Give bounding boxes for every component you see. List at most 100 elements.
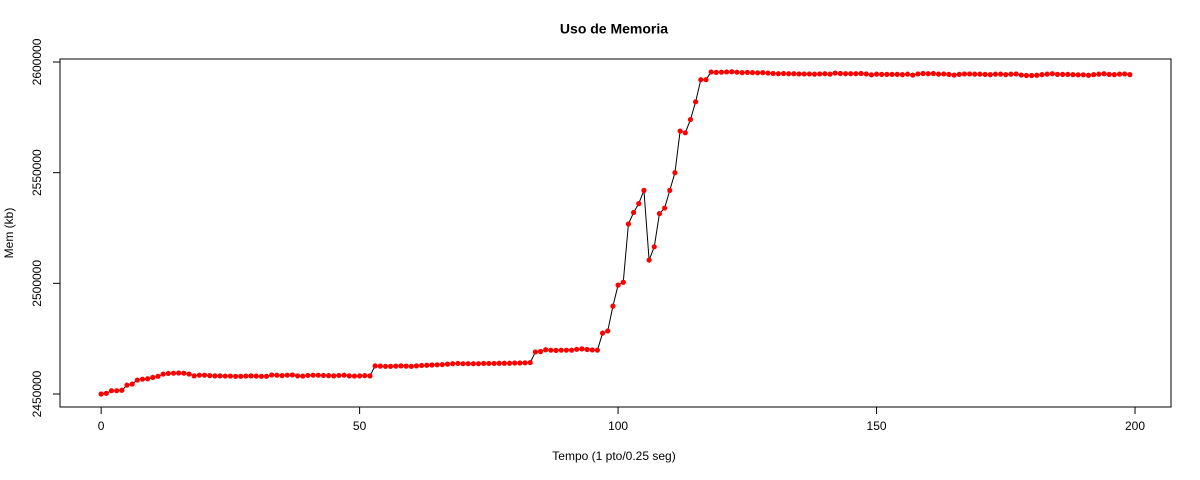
- data-point: [775, 71, 781, 77]
- data-point: [1013, 71, 1019, 77]
- data-point: [543, 347, 549, 353]
- data-point: [351, 373, 358, 379]
- data-point: [884, 71, 890, 77]
- data-point: [842, 71, 849, 77]
- data-point: [170, 370, 177, 376]
- data-point: [786, 71, 792, 77]
- chart-title: Uso de Memoria: [560, 21, 668, 37]
- x-tick-label: 150: [867, 419, 887, 433]
- data-point: [284, 372, 290, 378]
- data-point: [155, 373, 161, 379]
- data-point: [496, 360, 502, 366]
- data-point: [98, 391, 104, 397]
- data-point: [848, 71, 854, 77]
- data-point: [568, 347, 575, 353]
- y-tick-label: 2550000: [30, 149, 44, 196]
- data-point: [129, 381, 135, 387]
- data-point: [667, 187, 673, 193]
- data-point: [589, 347, 595, 353]
- data-point: [910, 72, 916, 78]
- data-point: [532, 349, 538, 355]
- data-point: [827, 71, 833, 77]
- data-point: [512, 360, 518, 366]
- data-point: [450, 361, 456, 367]
- data-point: [930, 70, 937, 77]
- data-point: [620, 279, 626, 285]
- data-point: [925, 71, 931, 77]
- data-point: [269, 372, 275, 378]
- data-point: [718, 69, 725, 75]
- data-point: [941, 71, 947, 77]
- data-point: [1029, 72, 1035, 79]
- data-point: [889, 71, 895, 77]
- data-point: [708, 69, 714, 75]
- data-point: [362, 373, 368, 379]
- data-point: [770, 70, 776, 77]
- data-point: [1075, 72, 1081, 78]
- data-point: [150, 374, 156, 381]
- data-point: [145, 376, 151, 382]
- data-point: [946, 71, 952, 77]
- data-point: [863, 71, 869, 77]
- data-point: [894, 71, 900, 77]
- data-point: [186, 371, 192, 377]
- data-point: [222, 373, 228, 379]
- data-point: [817, 71, 823, 77]
- data-point: [904, 71, 911, 77]
- data-point: [734, 69, 740, 75]
- data-point: [103, 390, 109, 396]
- data-point: [1101, 71, 1107, 77]
- y-axis-label: Mem (kb): [2, 208, 16, 259]
- data-point: [160, 371, 166, 377]
- data-point: [289, 372, 296, 378]
- data-point: [625, 221, 632, 227]
- data-point: [1111, 72, 1117, 78]
- data-point: [341, 372, 347, 378]
- data-point: [1003, 72, 1009, 78]
- y-tick-label: 2600000: [30, 38, 44, 85]
- data-point: [698, 77, 704, 83]
- data-point: [274, 372, 280, 378]
- data-point: [724, 69, 730, 75]
- data-point: [780, 70, 787, 77]
- data-point: [594, 347, 601, 353]
- data-point: [806, 71, 812, 77]
- data-point: [1008, 71, 1014, 77]
- data-point: [408, 363, 414, 369]
- data-point: [630, 209, 637, 216]
- data-point: [558, 347, 564, 353]
- data-point: [563, 347, 569, 353]
- data-point: [1023, 72, 1030, 79]
- data-point: [207, 373, 213, 379]
- data-point: [672, 170, 678, 176]
- data-point: [444, 361, 451, 367]
- data-point: [961, 71, 968, 77]
- data-point: [294, 373, 301, 379]
- data-point: [527, 359, 533, 366]
- data-point: [388, 363, 394, 369]
- data-point: [212, 373, 218, 379]
- data-point: [1116, 71, 1123, 77]
- data-point: [424, 362, 430, 368]
- data-point: [729, 69, 735, 75]
- data-point: [651, 244, 657, 250]
- data-point: [481, 360, 487, 367]
- x-tick-label: 100: [608, 419, 628, 433]
- data-point: [434, 362, 440, 368]
- plot-frame: [59, 58, 1172, 408]
- data-point: [677, 128, 683, 134]
- data-point: [119, 387, 125, 393]
- data-point: [915, 71, 921, 77]
- data-point: [1039, 72, 1045, 78]
- data-point: [537, 348, 544, 355]
- data-point: [646, 257, 652, 263]
- data-point: [243, 373, 249, 379]
- data-point: [615, 282, 621, 288]
- data-point: [693, 99, 699, 105]
- data-point: [822, 71, 828, 77]
- data-point: [413, 363, 420, 369]
- data-point: [811, 71, 818, 77]
- data-point: [465, 361, 471, 367]
